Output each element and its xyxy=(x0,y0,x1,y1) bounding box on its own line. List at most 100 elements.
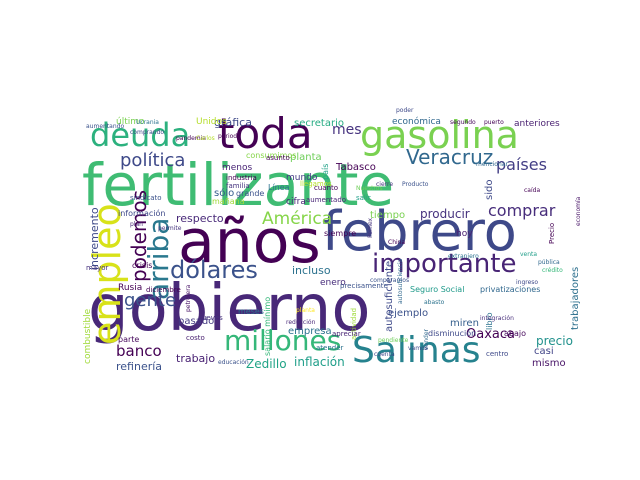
word: consumimos xyxy=(246,151,296,160)
word: cierre xyxy=(376,181,393,188)
word: producir xyxy=(420,207,470,221)
word: siempre xyxy=(324,229,356,238)
word: combustible xyxy=(83,308,93,364)
word: permite xyxy=(158,225,182,232)
word: podemos xyxy=(127,190,151,282)
word: cifra xyxy=(286,197,306,207)
word: deuda xyxy=(90,116,190,154)
word: diciembre xyxy=(146,286,181,294)
word: cuenta xyxy=(374,351,395,358)
word: incluso xyxy=(292,264,331,277)
word: segundo xyxy=(450,119,476,126)
word: privatizaciones xyxy=(480,285,540,294)
word: periodo xyxy=(218,133,241,140)
word: ingreso xyxy=(516,279,538,286)
word: empresa xyxy=(288,326,332,337)
word: Precio xyxy=(548,223,556,244)
word: sólo xyxy=(214,187,234,199)
word: educación xyxy=(218,359,249,366)
word: salir xyxy=(356,194,371,202)
word: abasto xyxy=(424,299,445,306)
word: Línea xyxy=(268,183,290,192)
word: caída xyxy=(524,187,540,194)
word: inflación xyxy=(294,355,345,369)
word: mencionar xyxy=(476,161,508,168)
word: país xyxy=(321,164,330,180)
word: vender xyxy=(423,328,430,350)
word: Unidos xyxy=(196,117,227,127)
word: grande xyxy=(236,189,264,198)
word: trabajo xyxy=(176,352,215,365)
word: trabajadores xyxy=(570,267,581,330)
word: anteriores xyxy=(514,119,560,129)
word: comprar xyxy=(488,201,556,220)
word: mes xyxy=(332,122,362,138)
word: crisis xyxy=(132,261,152,270)
word: dólares xyxy=(170,256,258,284)
word: refinería xyxy=(116,360,162,373)
word: jueves xyxy=(199,314,223,322)
word: apreciar xyxy=(332,330,361,338)
word: planta xyxy=(290,152,322,163)
word: gráfica xyxy=(214,116,252,129)
word: gobierno xyxy=(88,272,370,346)
word: gente xyxy=(124,290,176,311)
word: toda xyxy=(218,109,313,158)
word: precio xyxy=(536,334,573,348)
word: miren xyxy=(450,318,479,329)
word: economía xyxy=(575,196,582,226)
word: libro xyxy=(485,312,494,330)
word: Salinas xyxy=(352,330,481,371)
word: Oaxaca xyxy=(466,327,515,342)
word: autosuficiencia xyxy=(397,258,404,304)
word: pública xyxy=(538,259,560,266)
word: hoy xyxy=(456,229,473,239)
word: pendiente xyxy=(378,337,409,344)
word: puerto xyxy=(484,119,504,126)
word: menos xyxy=(222,163,253,173)
word: tiempo xyxy=(370,210,405,221)
word: petrolera xyxy=(185,284,192,312)
word: atender xyxy=(316,344,344,352)
word: crédito xyxy=(542,267,563,274)
word: autosuficiente xyxy=(384,261,395,332)
word: industria xyxy=(226,174,257,182)
word: febrero xyxy=(322,200,517,263)
word: venta xyxy=(520,251,537,258)
word: plan xyxy=(130,221,143,228)
word: pasado xyxy=(178,316,214,327)
word: aumentando xyxy=(86,123,124,130)
word: pandemia xyxy=(176,135,206,142)
word: parte xyxy=(118,335,139,344)
word: sido xyxy=(484,180,495,200)
word: ejemplo xyxy=(388,308,428,319)
word: gasolina xyxy=(360,113,519,157)
word: países xyxy=(496,155,547,174)
word: sindicato xyxy=(130,194,162,202)
word: secretario xyxy=(294,118,344,129)
word: China xyxy=(388,239,405,246)
word: aumentado xyxy=(306,196,346,204)
word: América xyxy=(262,209,332,229)
word: casi xyxy=(534,346,554,357)
word: mundo xyxy=(286,173,318,183)
word: mañana xyxy=(212,197,245,206)
word: vamos xyxy=(408,345,428,352)
word: respecto xyxy=(176,212,224,225)
word: abajo xyxy=(504,329,526,338)
word: disminución xyxy=(428,328,476,338)
word: meses xyxy=(238,307,264,316)
word: asunto xyxy=(266,154,290,162)
word: actividad xyxy=(350,308,358,340)
word: salario mínimo xyxy=(263,297,272,356)
word: banco xyxy=(116,342,162,360)
word: reducción xyxy=(286,319,316,326)
word: arriba xyxy=(142,218,175,300)
word: años xyxy=(178,207,321,277)
word: enero xyxy=(320,278,346,288)
word: familia xyxy=(226,182,250,190)
word: Pemex xyxy=(367,217,374,238)
word: millones xyxy=(224,324,341,357)
word: centro xyxy=(486,350,508,358)
